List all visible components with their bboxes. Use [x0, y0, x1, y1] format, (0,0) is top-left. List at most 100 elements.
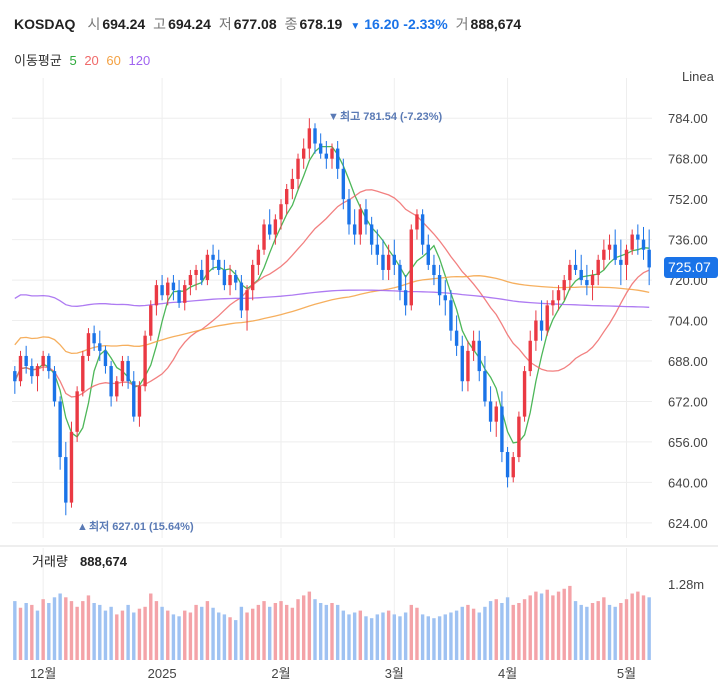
symbol-name[interactable]: KOSDAQ [14, 16, 76, 32]
low-value: 677.08 [233, 16, 277, 32]
candle-body [30, 366, 34, 377]
down-arrow-icon: ▼ [350, 21, 361, 32]
candle-body [86, 333, 91, 356]
candle-body [556, 290, 561, 301]
volume-bar [426, 616, 430, 660]
volume-bar [160, 606, 164, 660]
ma-20[interactable]: 20 [84, 53, 99, 68]
x-tick-label: 12월 [30, 666, 56, 681]
candle-body [318, 143, 323, 154]
volume-bar [381, 612, 385, 660]
y-tick-label: 768.00 [668, 152, 708, 167]
volume-bar [58, 593, 62, 660]
candle-body [381, 254, 385, 270]
candle-body [24, 355, 28, 367]
volume-bar [437, 616, 442, 660]
volume-bar [556, 591, 561, 660]
y-axis: 784.00768.00752.00736.00720.00704.00688.… [668, 111, 708, 531]
candle-body [494, 406, 498, 422]
candle-body [301, 148, 306, 159]
volume-bar [494, 599, 498, 660]
volume-bar [183, 610, 187, 660]
volume-bar [92, 603, 96, 660]
candle-body [47, 355, 51, 372]
scale-mode-label[interactable]: Linea [682, 69, 715, 84]
volume-bar [313, 599, 317, 660]
open-value: 694.24 [102, 16, 146, 32]
candle-body [262, 224, 266, 250]
volume-bar [18, 607, 23, 660]
candle-body [590, 275, 595, 286]
low-marker-text: 최저 627.01 (15.64%) [89, 519, 194, 533]
volume-bar [641, 595, 646, 660]
volume-bar [86, 595, 91, 660]
candle-body [307, 128, 312, 149]
volume-bar [137, 608, 142, 660]
volume-bar [47, 603, 51, 660]
candle-body [630, 234, 634, 250]
candle-body [149, 305, 153, 336]
candle-body [239, 282, 244, 311]
candle-body [284, 189, 289, 205]
volume-bar [460, 606, 464, 660]
candle-body [403, 290, 408, 306]
volume-bar [607, 604, 612, 660]
volume-bar [177, 616, 181, 660]
y-tick-label: 624.00 [668, 516, 708, 531]
volume-bar [352, 612, 357, 660]
volume-bar [239, 606, 244, 660]
moving-average-legend[interactable]: 이동평균 5 20 60 120 [14, 50, 154, 69]
volume-bar [551, 595, 555, 660]
volume-bar [234, 620, 238, 660]
volume-bar [579, 604, 583, 660]
candle-body [545, 305, 549, 331]
price-tag-text: 725.07 [668, 259, 711, 275]
ma-120[interactable]: 120 [128, 53, 151, 68]
close-label: 종 [284, 16, 298, 32]
volume-bar [415, 607, 419, 660]
candle-body [64, 457, 68, 503]
volume-bar [205, 601, 210, 660]
candle-body [183, 285, 187, 303]
candle-body [188, 275, 193, 286]
candle-body [132, 381, 136, 417]
volume-bar [143, 606, 147, 660]
candles [13, 118, 651, 516]
volume-bar [347, 614, 351, 660]
volume-bar [109, 606, 113, 660]
volume-bar [262, 601, 266, 660]
candle-body [41, 355, 45, 367]
price-tag-bg [664, 257, 718, 278]
volume-bar [466, 604, 470, 660]
candle-body [120, 360, 125, 382]
x-tick-label: 4월 [498, 666, 517, 681]
candle-body [75, 391, 79, 432]
candle-body [330, 148, 334, 159]
candle-body [579, 269, 583, 281]
candle-body [596, 259, 600, 276]
ma-20-line [14, 189, 650, 398]
moving-averages [14, 145, 650, 444]
y-tick-label: 752.00 [668, 192, 708, 207]
y-tick-label: 736.00 [668, 233, 708, 248]
ma-5[interactable]: 5 [69, 53, 77, 68]
ma-60[interactable]: 60 [106, 53, 121, 68]
candle-body [624, 249, 629, 265]
close-value: 678.19 [299, 16, 343, 32]
volume-bar [149, 593, 153, 660]
volume-bar [630, 593, 634, 660]
volume-bar [517, 603, 521, 660]
volume-bar [268, 606, 272, 660]
grid [0, 78, 718, 660]
candle-body [205, 254, 210, 281]
volume-bar [573, 601, 578, 660]
candle-body [335, 148, 340, 169]
volume-bar [477, 612, 481, 660]
volume-bar [511, 604, 515, 660]
candle-body [460, 345, 464, 382]
volume-bar [398, 616, 402, 660]
candle-body [483, 371, 487, 402]
volume-panel-legend: 거래량 888,674 1.28m [32, 554, 704, 592]
candle-body [551, 300, 555, 306]
